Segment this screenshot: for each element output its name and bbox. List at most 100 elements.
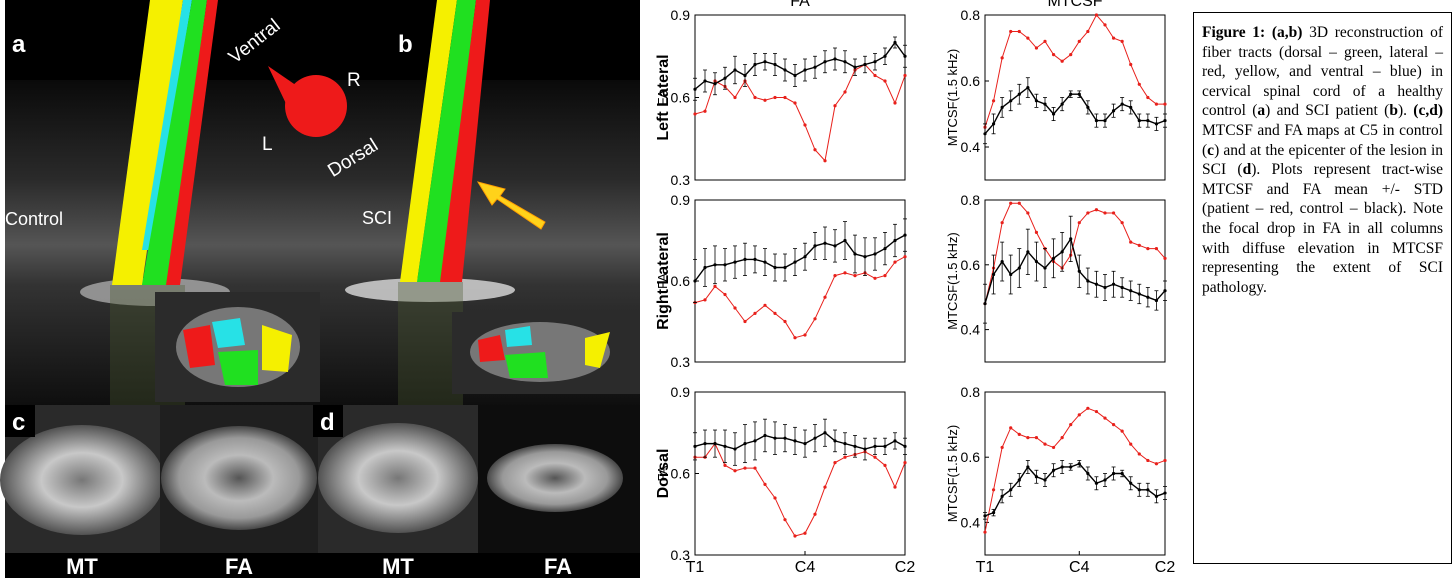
y-tick-label: 0.8: [961, 384, 981, 400]
point: [843, 60, 847, 64]
point: [1034, 475, 1039, 479]
point: [1000, 494, 1004, 498]
point: [883, 274, 887, 278]
point: [1000, 259, 1004, 264]
point: [1137, 82, 1141, 86]
point: [873, 73, 877, 78]
region-green: [218, 350, 258, 385]
point: [743, 319, 747, 324]
point: [1111, 109, 1116, 113]
region-yellow: [262, 325, 292, 372]
point: [1026, 250, 1030, 254]
point: [1060, 59, 1064, 63]
point: [1137, 452, 1141, 456]
point: [1060, 465, 1064, 469]
point: [893, 40, 897, 45]
panel-label: FA: [225, 554, 253, 579]
tract-red: [440, 0, 490, 282]
point: [873, 444, 877, 448]
series-line: [694, 431, 906, 450]
point: [1129, 62, 1133, 67]
point: [1034, 259, 1039, 264]
point: [773, 265, 777, 270]
point: [1129, 442, 1133, 446]
point: [1009, 201, 1013, 205]
y-axis-label: MTCSF(1.5 kHz): [945, 49, 960, 147]
point: [793, 101, 797, 105]
caption-text: ).: [1397, 102, 1407, 120]
row-label: Left Lateral: [655, 54, 672, 140]
plot-frame: [984, 391, 1166, 556]
plot-frame: [984, 14, 1166, 181]
series-line: [984, 202, 1166, 304]
map-mt-sci: [318, 423, 478, 533]
point: [1111, 282, 1116, 286]
point: [823, 241, 827, 245]
point: [1000, 445, 1004, 450]
point: [743, 442, 747, 446]
panel-label: MT: [382, 554, 414, 579]
point: [1103, 478, 1107, 482]
map-mt-control: [0, 425, 164, 535]
point: [1077, 269, 1081, 273]
point: [1103, 211, 1107, 215]
point: [1069, 92, 1073, 96]
point: [1094, 119, 1099, 123]
point: [893, 101, 897, 105]
point: [703, 298, 707, 302]
series-line: [984, 237, 1166, 304]
point: [1163, 491, 1167, 495]
tract-yellow: [112, 0, 183, 285]
point: [893, 439, 897, 443]
point: [713, 82, 717, 86]
point: [1069, 423, 1073, 427]
point: [893, 238, 897, 243]
point: [783, 68, 787, 72]
point: [1111, 36, 1116, 40]
point: [813, 512, 817, 516]
region-green: [505, 352, 548, 378]
point: [743, 73, 747, 78]
point: [903, 255, 907, 259]
y-tick-label: 0.3: [671, 547, 691, 563]
point: [733, 260, 737, 264]
point: [1009, 272, 1013, 277]
point: [803, 123, 807, 127]
point: [693, 444, 697, 448]
point: [873, 455, 877, 459]
point: [803, 68, 807, 72]
point: [1086, 471, 1090, 476]
plot-frame: [984, 199, 1166, 363]
point: [1163, 102, 1167, 106]
point: [1129, 289, 1133, 293]
region-cyan: [212, 318, 245, 348]
x-tick-label: C4: [795, 559, 816, 576]
point: [1034, 99, 1039, 103]
y-tick-label: 0.6: [671, 466, 691, 482]
x-tick-label: C2: [895, 559, 916, 576]
point: [703, 442, 707, 446]
point: [723, 292, 727, 297]
point: [733, 68, 737, 72]
point: [793, 439, 797, 443]
point: [783, 319, 787, 324]
point: [723, 444, 727, 448]
point: [1154, 462, 1159, 466]
point: [1009, 99, 1013, 103]
point: [883, 444, 887, 448]
point: [723, 463, 727, 467]
point: [773, 95, 777, 100]
point: [793, 260, 797, 264]
point: [843, 455, 847, 459]
tract-green: [142, 0, 207, 285]
y-tick-label: 0.3: [671, 172, 691, 188]
y-tick-label: 0.4: [961, 322, 981, 338]
point: [803, 442, 807, 446]
point: [833, 274, 837, 278]
point: [853, 444, 857, 448]
point: [823, 431, 827, 435]
panel-label: a: [12, 31, 26, 58]
y-tick-label: 0.8: [961, 192, 981, 208]
